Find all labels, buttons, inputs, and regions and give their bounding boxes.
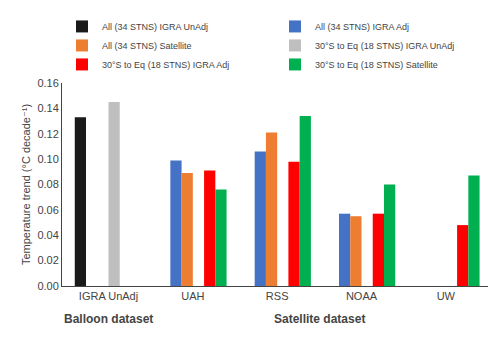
- svg-text:0.00: 0.00: [37, 280, 58, 292]
- svg-text:NOAA: NOAA: [346, 290, 378, 302]
- svg-text:Temperature trend (°C decade⁻¹: Temperature trend (°C decade⁻¹): [20, 104, 32, 265]
- svg-text:0.10: 0.10: [37, 153, 58, 165]
- svg-text:30°S to Eq (18 STNS) Satellite: 30°S to Eq (18 STNS) Satellite: [315, 60, 438, 70]
- svg-text:0.06: 0.06: [37, 204, 58, 216]
- svg-text:UW: UW: [437, 290, 456, 302]
- svg-text:Satellite dataset: Satellite dataset: [274, 312, 365, 326]
- svg-text:0.12: 0.12: [37, 128, 58, 140]
- svg-text:30°S to Eq (18 STNS) IGRA Adj: 30°S to Eq (18 STNS) IGRA Adj: [102, 60, 229, 70]
- svg-text:UAH: UAH: [181, 290, 204, 302]
- svg-text:30°S to Eq (18 STNS) IGRA UnAd: 30°S to Eq (18 STNS) IGRA UnAdj: [315, 41, 454, 51]
- svg-text:RSS: RSS: [266, 290, 289, 302]
- svg-text:0.02: 0.02: [37, 254, 58, 266]
- svg-text:0.16: 0.16: [37, 77, 58, 89]
- svg-text:0.04: 0.04: [37, 229, 58, 241]
- svg-text:All (34 STNS) Satellite: All (34 STNS) Satellite: [102, 41, 192, 51]
- svg-text:0.14: 0.14: [37, 102, 58, 114]
- svg-text:IGRA UnAdj: IGRA UnAdj: [79, 290, 138, 302]
- svg-text:Balloon dataset: Balloon dataset: [64, 312, 153, 326]
- svg-text:0.08: 0.08: [37, 178, 58, 190]
- svg-text:All (34 STNS) IGRA Adj: All (34 STNS) IGRA Adj: [315, 22, 409, 32]
- svg-text:All (34 STNS) IGRA UnAdj: All (34 STNS) IGRA UnAdj: [102, 22, 208, 32]
